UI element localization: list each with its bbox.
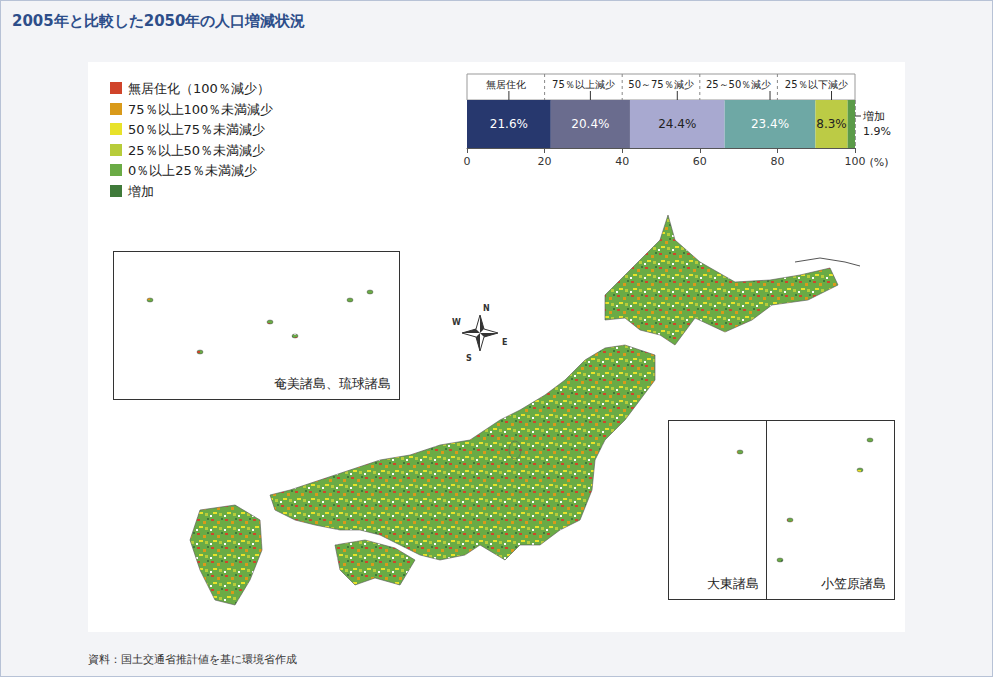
html-text:50％以上75％未満減少: 50％以上75％未満減少 [128, 122, 266, 137]
svg-text:8.3%: 8.3% [816, 117, 847, 131]
svg-text:50～75％減少: 50～75％減少 [628, 79, 693, 90]
svg-text:24.4%: 24.4% [658, 117, 696, 131]
svg-text:100: 100 [845, 155, 866, 168]
svg-text:20.4%: 20.4% [571, 117, 609, 131]
html-text:0％以上25％未満減少: 0％以上25％未満減少 [128, 163, 257, 178]
svg-text:40: 40 [615, 155, 629, 168]
svg-text:S: S [466, 354, 472, 363]
html-text:大東諸島: 大東諸島 [707, 576, 759, 591]
svg-text:20: 20 [538, 155, 552, 168]
svg-text:W: W [452, 318, 461, 327]
svg-text:60: 60 [693, 155, 707, 168]
svg-text:23.4%: 23.4% [751, 117, 789, 131]
svg-text:無居住化: 無居住化 [486, 79, 526, 90]
svg-text:21.6%: 21.6% [490, 117, 528, 131]
svg-text:75％以上減少: 75％以上減少 [552, 79, 615, 90]
svg-text:N: N [483, 304, 490, 313]
html-text:小笠原諸島: 小笠原諸島 [821, 576, 886, 591]
html-text:無居住化（100％減少）: 無居住化（100％減少） [128, 81, 270, 96]
html-text:2005年と比較した2050年の人口増減状況: 2005年と比較した2050年の人口増減状況 [12, 12, 306, 30]
svg-text:80: 80 [770, 155, 784, 168]
svg-text:(%): (%) [869, 156, 888, 169]
svg-text:1.9%: 1.9% [863, 125, 891, 138]
svg-text:25～50％減少: 25～50％減少 [706, 79, 771, 90]
html-text:奄美諸島、琉球諸島: 奄美諸島、琉球諸島 [274, 376, 391, 391]
svg-text:0: 0 [464, 155, 471, 168]
html-text:資料：国土交通省推計値を基に環境省作成: 資料：国土交通省推計値を基に環境省作成 [88, 653, 297, 666]
html-text:75％以上100％未満減少: 75％以上100％未満減少 [128, 101, 274, 117]
svg-text:E: E [502, 338, 507, 347]
html-text:増加: 増加 [128, 183, 154, 199]
html-text:25％以上50％未満減少: 25％以上50％未満減少 [128, 142, 266, 158]
svg-text:増加: 増加 [862, 110, 885, 123]
svg-text:25％以下減少: 25％以下減少 [785, 79, 848, 90]
